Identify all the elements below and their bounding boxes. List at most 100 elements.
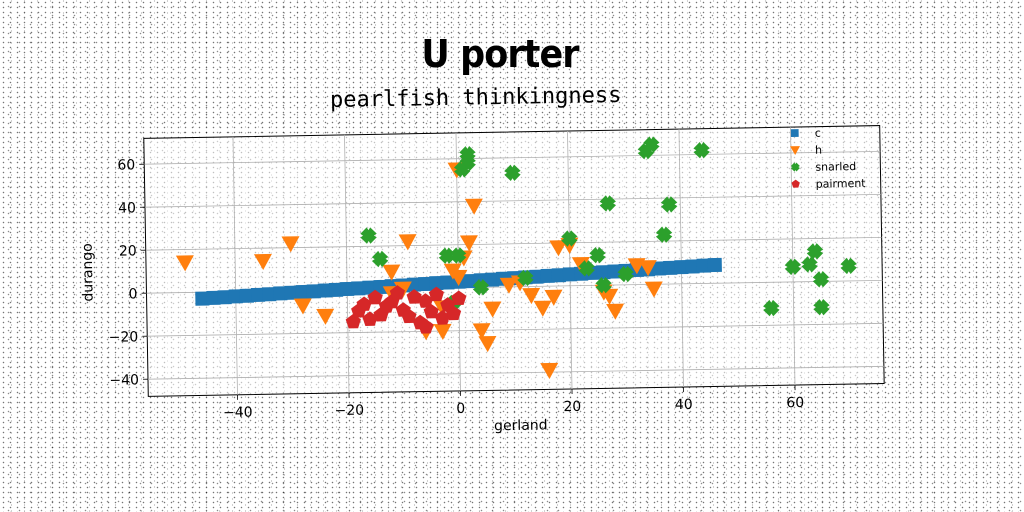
data-point-h	[544, 289, 563, 306]
data-point-h	[175, 255, 194, 272]
data-point-snarled	[595, 276, 612, 294]
data-point-c	[406, 277, 422, 292]
data-point-pairment	[434, 310, 451, 325]
x-axis-label: gerland	[494, 417, 548, 434]
legend-label: pairment	[816, 177, 867, 191]
y-tick-label: 20	[119, 243, 137, 259]
data-point-c	[462, 273, 477, 289]
data-point-pairment	[378, 298, 395, 313]
y-grid-line	[144, 150, 881, 165]
series-snarled	[360, 136, 857, 317]
data-point-c	[674, 259, 689, 275]
data-point-c	[651, 261, 667, 276]
data-point-snarled	[840, 257, 857, 275]
data-point-snarled	[599, 195, 617, 212]
data-point-h	[533, 300, 552, 317]
data-point-pairment	[389, 285, 405, 300]
x-grid-line	[567, 131, 573, 389]
data-point-pairment	[418, 319, 434, 334]
data-point-h	[638, 260, 657, 277]
legend-symbol-c	[790, 129, 799, 137]
data-point-c	[239, 288, 255, 303]
data-point-c	[195, 291, 210, 306]
data-point-c	[262, 287, 277, 302]
data-point-c	[228, 289, 243, 304]
legend-label: c	[815, 127, 821, 140]
series-pairment	[345, 285, 467, 334]
data-point-h	[483, 301, 502, 318]
data-point-c	[217, 290, 232, 305]
plot-area	[143, 125, 885, 397]
data-point-c	[596, 265, 611, 280]
legend-marker	[790, 162, 800, 172]
data-point-snarled	[449, 247, 467, 264]
data-point-snarled	[801, 256, 818, 273]
data-point-c	[540, 268, 555, 283]
data-point-snarled	[643, 136, 660, 153]
x-tick-label: −40	[223, 405, 253, 422]
data-point-c	[306, 284, 321, 299]
x-grid-line	[232, 136, 238, 395]
series-c	[195, 257, 722, 306]
data-point-c	[429, 276, 444, 291]
data-point-h	[472, 323, 491, 340]
y-tick-label: 60	[117, 157, 135, 173]
data-point-pairment	[445, 305, 462, 321]
data-marks	[175, 136, 857, 380]
legend-marker	[790, 146, 800, 155]
data-point-h	[293, 298, 312, 315]
data-point-h	[316, 308, 335, 325]
data-point-snarled	[655, 226, 673, 243]
legend-symbol-snarled	[790, 162, 800, 172]
data-point-snarled	[806, 243, 824, 260]
data-point-h	[253, 253, 272, 271]
data-point-snarled	[438, 247, 456, 264]
x-tick-label: 60	[786, 395, 804, 411]
x-grid-line	[790, 127, 796, 386]
y-tick-label: 0	[128, 286, 137, 302]
data-point-pairment	[401, 308, 417, 324]
data-point-pairment	[362, 311, 378, 326]
data-point-h	[478, 335, 497, 353]
data-point-snarled	[517, 269, 534, 287]
data-point-c	[562, 267, 578, 282]
data-point-snarled	[763, 299, 780, 317]
axis-ticks: −40 −20 0 20 40 60 −40 −20 0 20 40 60	[109, 157, 805, 422]
y-axis-label: durango	[80, 243, 97, 302]
data-point-c	[685, 259, 700, 274]
legend-label: h	[815, 144, 822, 157]
data-point-c	[317, 283, 333, 298]
data-point-snarled	[812, 271, 830, 288]
data-point-snarled	[504, 164, 521, 182]
data-point-snarled	[561, 230, 578, 247]
data-point-snarled	[813, 298, 830, 316]
legend-symbol-h	[790, 146, 800, 155]
y-grid-line	[147, 322, 884, 337]
data-point-snarled	[459, 154, 476, 172]
data-point-c	[440, 275, 455, 290]
data-point-c	[273, 286, 288, 301]
data-point-pairment	[367, 289, 383, 305]
data-point-pairment	[451, 290, 467, 306]
data-point-c	[696, 258, 711, 273]
data-point-h	[443, 263, 462, 280]
legend-symbol-pairment	[791, 179, 800, 188]
data-point-pairment	[428, 286, 445, 302]
y-grid-line	[145, 236, 882, 251]
data-point-snarled	[589, 246, 606, 264]
data-point-c	[607, 264, 622, 279]
data-point-c	[707, 257, 722, 273]
x-tick-label: −20	[334, 403, 364, 420]
x-tick-label: 0	[456, 401, 465, 417]
data-point-snarled	[578, 260, 595, 277]
data-point-h	[549, 240, 568, 257]
data-point-snarled	[360, 227, 377, 244]
data-point-h	[600, 288, 619, 305]
data-point-snarled	[371, 250, 389, 268]
data-point-c	[418, 276, 433, 292]
data-point-snarled	[784, 258, 802, 276]
data-point-h	[464, 198, 483, 215]
data-point-h	[459, 235, 478, 252]
data-point-pairment	[356, 296, 372, 311]
x-grid-line	[678, 129, 684, 388]
